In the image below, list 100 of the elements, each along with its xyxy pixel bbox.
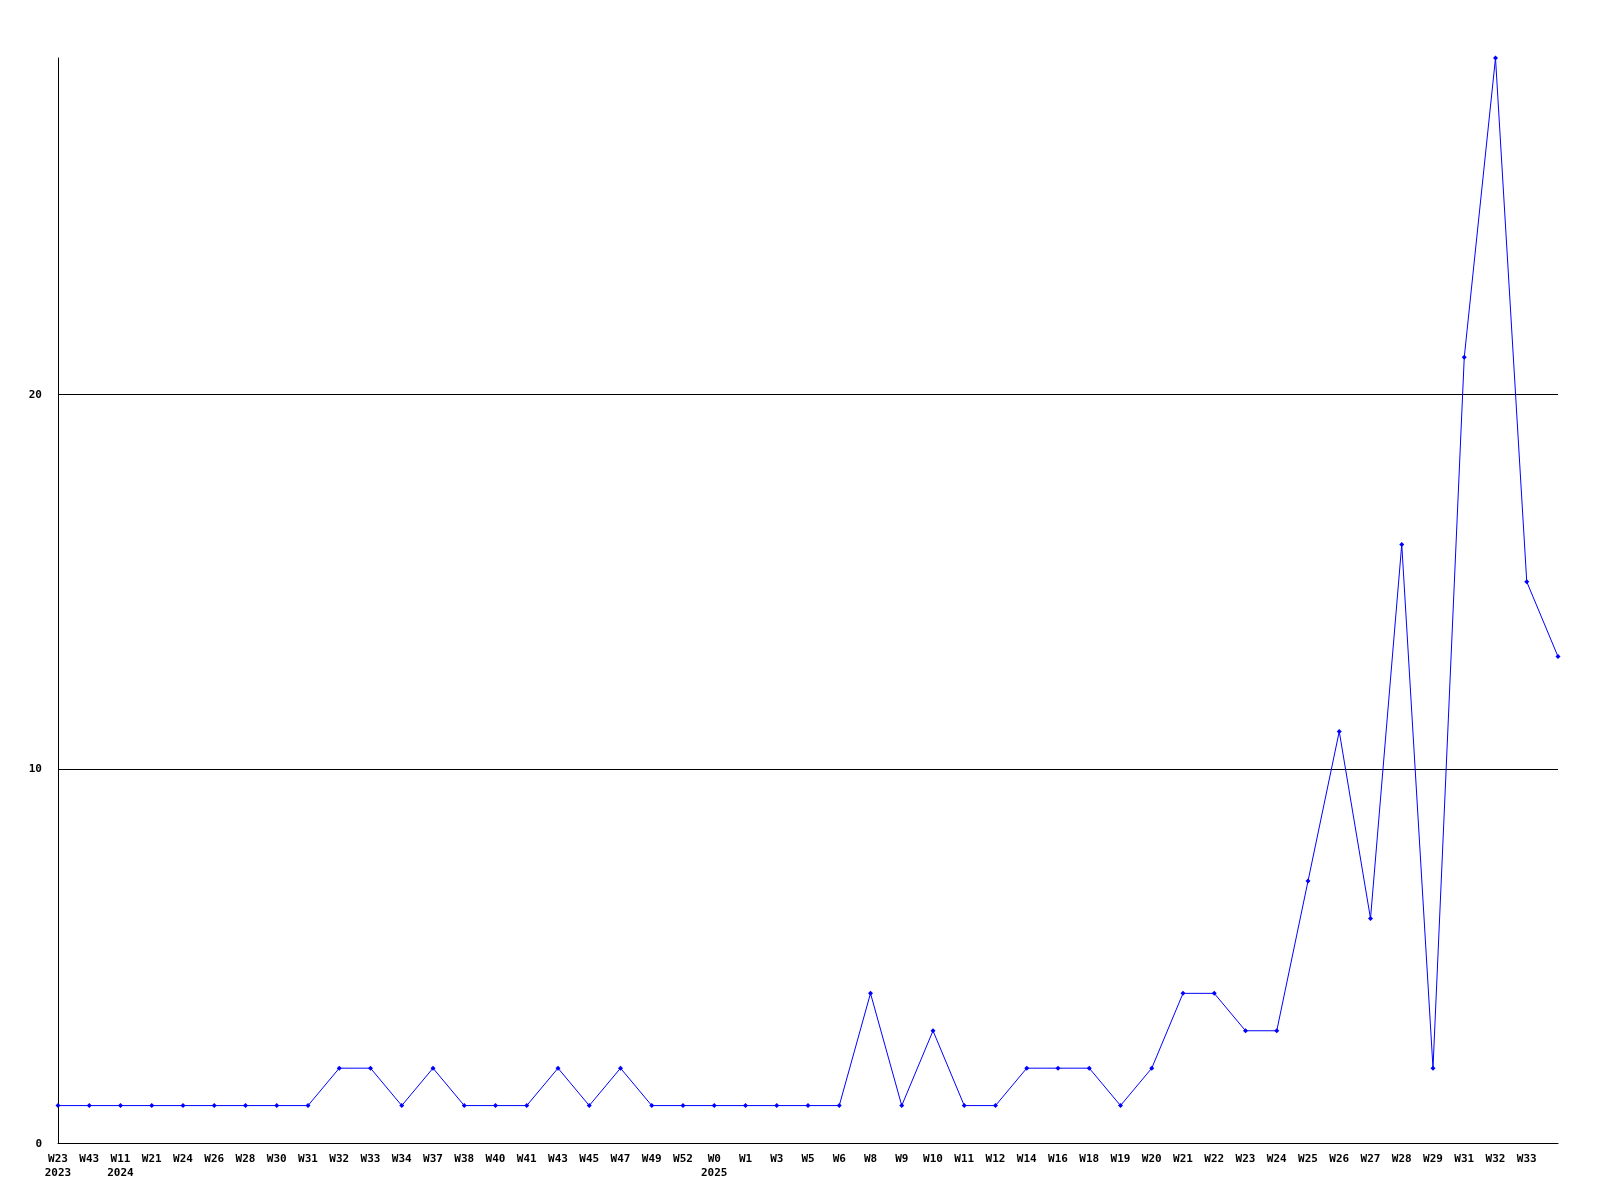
x-tick-label: W28 (1391, 1151, 1412, 1165)
point (461, 1103, 467, 1109)
point (1180, 990, 1186, 996)
x-tick-label: W5 (801, 1151, 815, 1165)
x-tick-label: W12 (985, 1151, 1006, 1165)
point (1368, 916, 1373, 922)
point (868, 990, 873, 996)
point (649, 1103, 655, 1109)
x-tick-label: W40 (485, 1151, 506, 1165)
x-tick-label: W28 (235, 1151, 256, 1165)
x-tick-label: W33 (1516, 1151, 1537, 1165)
point (1118, 1103, 1123, 1109)
point (805, 1103, 811, 1109)
point (1305, 878, 1311, 884)
x-tick-label: W25 (1298, 1151, 1318, 1165)
point (1430, 1065, 1436, 1071)
x-tick-label: W49 (641, 1151, 662, 1165)
point (243, 1103, 248, 1109)
x-tick-label: W37 (423, 1151, 443, 1165)
y-tick-label: 10 (28, 762, 42, 776)
x-tick-label: W30 (266, 1151, 287, 1165)
point (618, 1065, 623, 1071)
x-tick-label: W0 2025 (701, 1151, 728, 1179)
point (774, 1103, 780, 1109)
point (555, 1065, 561, 1071)
point (1336, 728, 1342, 734)
x-tick-label: W45 (579, 1151, 600, 1165)
point (899, 1103, 905, 1109)
point (711, 1103, 717, 1109)
point (336, 1065, 342, 1071)
point (274, 1103, 280, 1109)
x-tick-label: W34 (391, 1151, 413, 1165)
point (680, 1103, 686, 1109)
point (305, 1103, 311, 1109)
y-tick-label: 20 (28, 388, 42, 402)
x-tick-label: W23 2023 (44, 1151, 72, 1179)
point (1399, 541, 1405, 547)
x-tick-label: W52 (673, 1151, 693, 1165)
x-tick-label: W26 (204, 1151, 225, 1165)
x-tick-label: W16 (1048, 1151, 1069, 1165)
point (1211, 990, 1217, 996)
x-tick-label: W26 (1329, 1151, 1350, 1165)
x-tick-label: W11 2024 (107, 1151, 135, 1179)
x-tick-label: W8 (863, 1151, 878, 1165)
x-tick-label: W27 (1360, 1151, 1381, 1165)
point (1524, 579, 1530, 585)
x-tick-label: W38 (454, 1151, 475, 1165)
point (1243, 1028, 1248, 1034)
point (149, 1103, 155, 1109)
point (1055, 1065, 1061, 1071)
point (961, 1103, 967, 1109)
point (1274, 1028, 1280, 1034)
x-tick-label: W47 (610, 1151, 631, 1165)
x-tick-label: W14 (1016, 1151, 1038, 1165)
point (1493, 55, 1498, 61)
point (1024, 1065, 1030, 1071)
point (118, 1103, 123, 1109)
point (1086, 1065, 1092, 1071)
x-tick-label: W11 (954, 1151, 975, 1165)
point (399, 1103, 405, 1109)
x-tick-label: W31 (1454, 1151, 1475, 1165)
x-tick-label: W1 (738, 1151, 753, 1165)
point (524, 1103, 530, 1109)
x-tick-label: W22 (1204, 1151, 1225, 1165)
x-tick-label: W24 (1266, 1151, 1288, 1165)
x-tick-label: W43 (79, 1151, 100, 1165)
point (993, 1103, 998, 1109)
point (368, 1065, 373, 1071)
x-tick-label: W23 (1235, 1151, 1256, 1165)
point (930, 1028, 936, 1034)
x-tick-label: W32 (1485, 1151, 1506, 1165)
x-tick-label: W31 (298, 1151, 319, 1165)
point (211, 1103, 217, 1109)
point (1149, 1065, 1155, 1071)
x-tick-label: W20 (1141, 1151, 1162, 1165)
point (1555, 654, 1561, 660)
x-tick-label: W19 (1110, 1151, 1131, 1165)
x-tick-label: W9 (895, 1151, 909, 1165)
point (55, 1103, 61, 1109)
x-tick-label: W32 (329, 1151, 350, 1165)
x-tick-label: W10 (923, 1151, 943, 1165)
x-tick-label: W3 (770, 1151, 784, 1165)
x-tick-label: W29 (1423, 1151, 1443, 1165)
x-tick-label: W41 (516, 1151, 538, 1165)
point (86, 1103, 92, 1109)
point (836, 1103, 842, 1109)
x-tick-label: W33 (360, 1151, 381, 1165)
x-tick-label: W21 (1173, 1151, 1194, 1165)
point (1461, 354, 1467, 360)
x-tick-label: W6 (832, 1151, 847, 1165)
point (180, 1103, 186, 1109)
x-tick-label: W18 (1079, 1151, 1100, 1165)
y-tick-label: 0 (35, 1136, 42, 1150)
point (743, 1103, 748, 1109)
x-tick-label: W24 (173, 1151, 194, 1165)
point (586, 1103, 592, 1109)
point (430, 1065, 436, 1071)
x-tick-label: W43 (548, 1151, 568, 1165)
point (493, 1103, 498, 1109)
x-tick-label: W21 (141, 1151, 163, 1165)
